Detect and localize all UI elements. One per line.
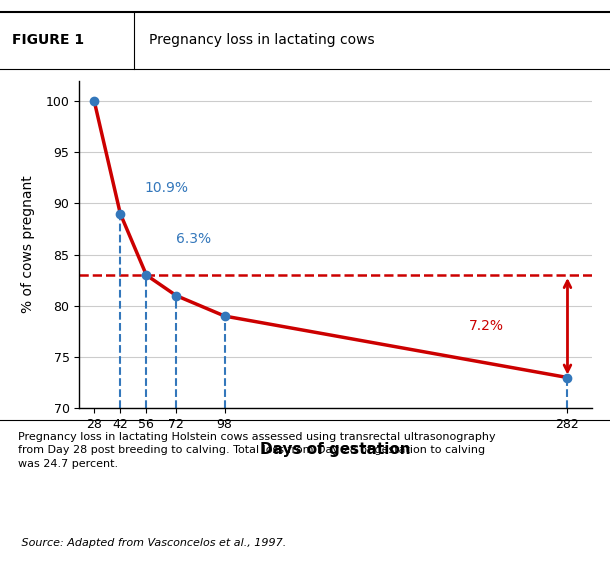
Text: 7.2%: 7.2% — [469, 319, 504, 333]
X-axis label: Days of gestation: Days of gestation — [260, 442, 411, 457]
Text: Source: Adapted from Vasconcelos et al., 1997.: Source: Adapted from Vasconcelos et al.,… — [18, 538, 287, 548]
Text: 6.3%: 6.3% — [176, 232, 211, 246]
Text: FIGURE 1: FIGURE 1 — [12, 33, 84, 47]
Text: 10.9%: 10.9% — [145, 181, 188, 195]
Y-axis label: % of cows pregnant: % of cows pregnant — [21, 175, 35, 313]
Text: Pregnancy loss in lactating Holstein cows assessed using transrectal ultrasonogr: Pregnancy loss in lactating Holstein cow… — [18, 432, 496, 469]
Text: Pregnancy loss in lactating cows: Pregnancy loss in lactating cows — [149, 33, 375, 47]
